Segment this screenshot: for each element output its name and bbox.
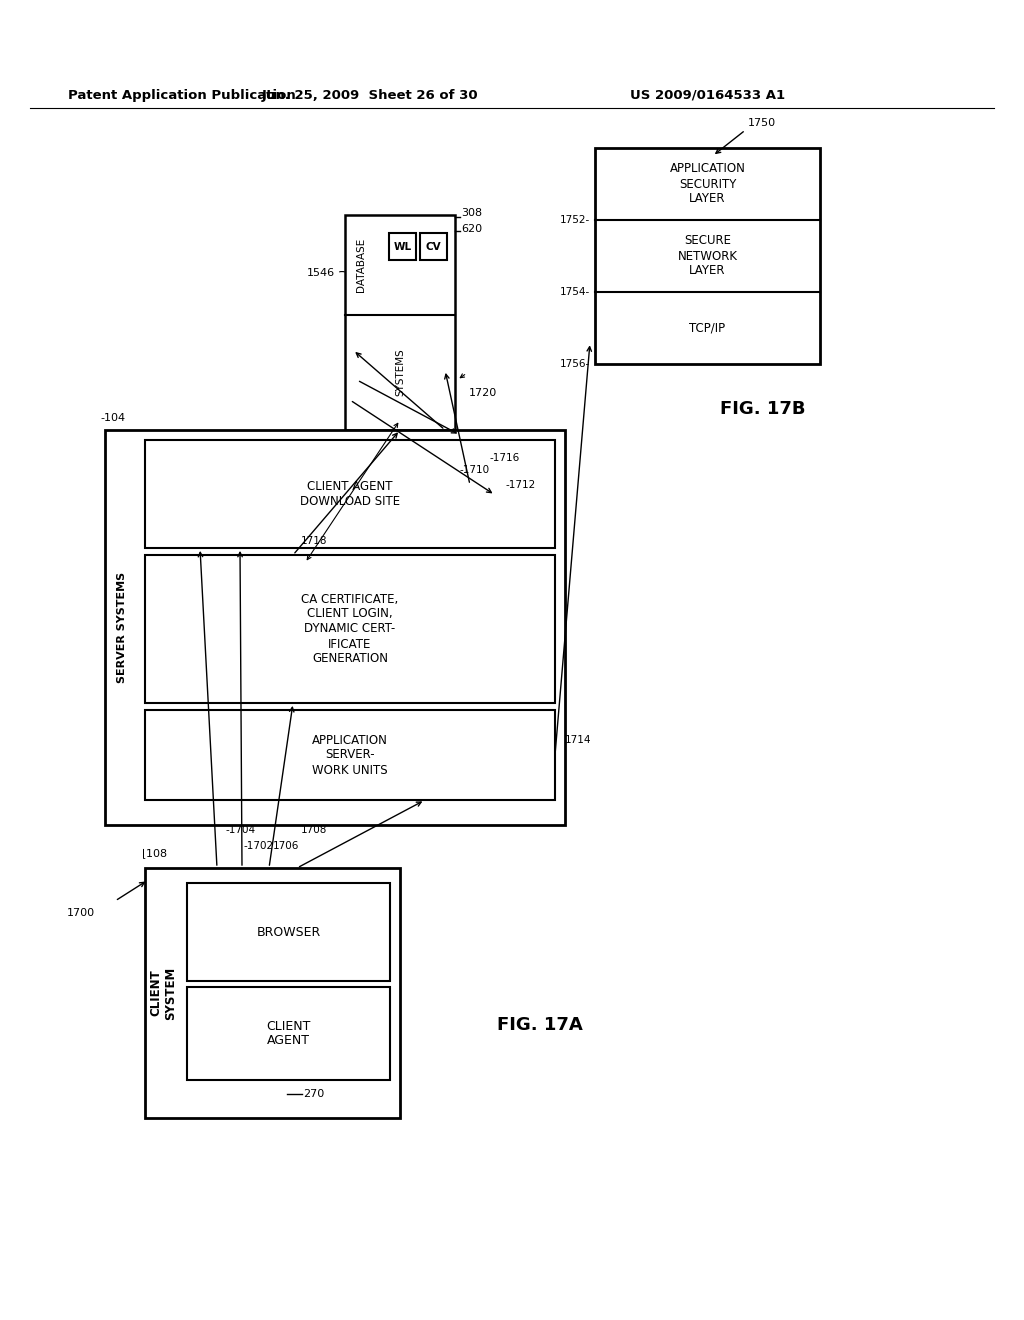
Bar (145, 869, 400, 1118)
Text: $\lfloor$108: $\lfloor$108 (141, 846, 168, 861)
Text: CA CERTIFICATE,
CLIENT LOGIN,
DYNAMIC CERT-
IFICATE
GENERATION: CA CERTIFICATE, CLIENT LOGIN, DYNAMIC CE… (301, 593, 398, 665)
Text: 308: 308 (461, 209, 482, 218)
Text: -1716: -1716 (490, 453, 520, 463)
Text: US 2009/0164533 A1: US 2009/0164533 A1 (630, 88, 785, 102)
Bar (420, 234, 447, 260)
Text: -1710: -1710 (460, 465, 490, 475)
Bar (595, 148, 820, 364)
Text: -104: -104 (100, 413, 125, 422)
Text: DATABASE: DATABASE (356, 238, 366, 292)
Text: TCP/IP: TCP/IP (689, 322, 726, 334)
Text: SECURE
NETWORK
LAYER: SECURE NETWORK LAYER (678, 235, 737, 277)
Text: 620: 620 (461, 224, 482, 234)
Text: CV: CV (426, 242, 441, 252)
Text: CLIENT
AGENT: CLIENT AGENT (266, 1019, 310, 1048)
Text: APPLICATION
SERVER-
WORK UNITS: APPLICATION SERVER- WORK UNITS (312, 734, 388, 776)
Text: SYSTEMS: SYSTEMS (395, 348, 406, 396)
Bar (145, 440, 555, 548)
Text: SERVER SYSTEMS: SERVER SYSTEMS (117, 572, 127, 682)
Text: -1704: -1704 (225, 825, 255, 836)
Bar (187, 883, 390, 981)
Text: APPLICATION
SECURITY
LAYER: APPLICATION SECURITY LAYER (670, 162, 745, 206)
Text: FIG. 17A: FIG. 17A (497, 1016, 583, 1034)
Text: CLIENT AGENT
DOWNLOAD SITE: CLIENT AGENT DOWNLOAD SITE (300, 480, 400, 508)
Text: -1702: -1702 (244, 841, 274, 851)
Text: 1720: 1720 (469, 388, 498, 399)
Text: WL: WL (393, 242, 412, 252)
Text: 1752-: 1752- (560, 215, 590, 224)
Text: -1712: -1712 (505, 480, 536, 490)
Bar (389, 234, 416, 260)
Text: 270: 270 (303, 1089, 325, 1100)
Text: 1714: 1714 (565, 735, 592, 744)
Bar (187, 987, 390, 1080)
Bar (345, 215, 455, 430)
Text: CLIENT
SYSTEM: CLIENT SYSTEM (150, 966, 177, 1019)
Bar (145, 710, 555, 800)
Text: 1754-: 1754- (560, 286, 590, 297)
Text: Patent Application Publication: Patent Application Publication (68, 88, 296, 102)
Text: BROWSER: BROWSER (256, 925, 321, 939)
Text: 1756-: 1756- (560, 359, 590, 370)
Text: 1718: 1718 (301, 536, 328, 546)
Text: 1708: 1708 (301, 825, 328, 836)
Bar (105, 430, 565, 825)
Text: 1700: 1700 (67, 908, 95, 917)
Text: 1706: 1706 (273, 841, 299, 851)
Text: 1546: 1546 (307, 268, 335, 279)
Text: 1750: 1750 (748, 117, 775, 128)
Text: FIG. 17B: FIG. 17B (720, 400, 805, 418)
Text: Jun. 25, 2009  Sheet 26 of 30: Jun. 25, 2009 Sheet 26 of 30 (262, 88, 478, 102)
Bar (145, 554, 555, 704)
